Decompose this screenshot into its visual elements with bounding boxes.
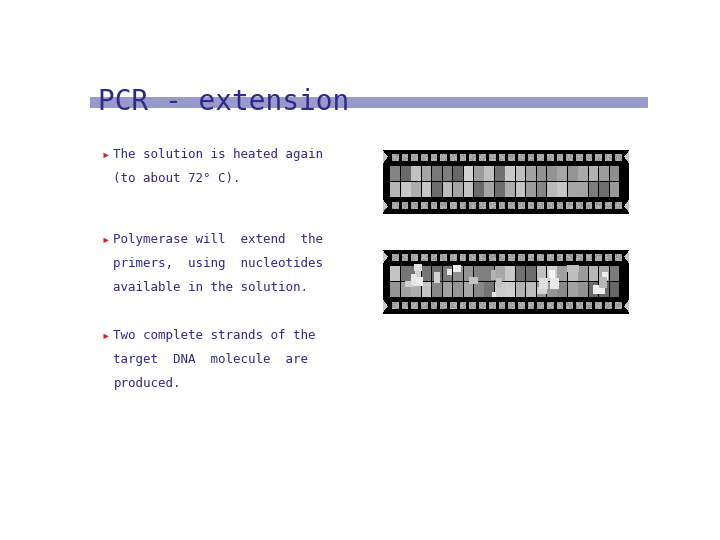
FancyBboxPatch shape [90,97,648,109]
Text: available in the solution.: available in the solution. [114,281,308,294]
Text: ▸: ▸ [101,148,109,162]
Text: PCR - extension: PCR - extension [99,88,350,116]
Text: primers,  using  nucleotides: primers, using nucleotides [114,258,323,271]
Text: (to about 72° C).: (to about 72° C). [114,172,241,185]
Text: ▸: ▸ [101,329,109,343]
Text: produced.: produced. [114,377,181,390]
Text: Polymerase will  extend  the: Polymerase will extend the [114,233,323,246]
Text: target  DNA  molecule  are: target DNA molecule are [114,353,308,366]
Text: The solution is heated again: The solution is heated again [114,148,323,161]
Text: ▸: ▸ [101,233,109,247]
Text: Two complete strands of the: Two complete strands of the [114,329,316,342]
